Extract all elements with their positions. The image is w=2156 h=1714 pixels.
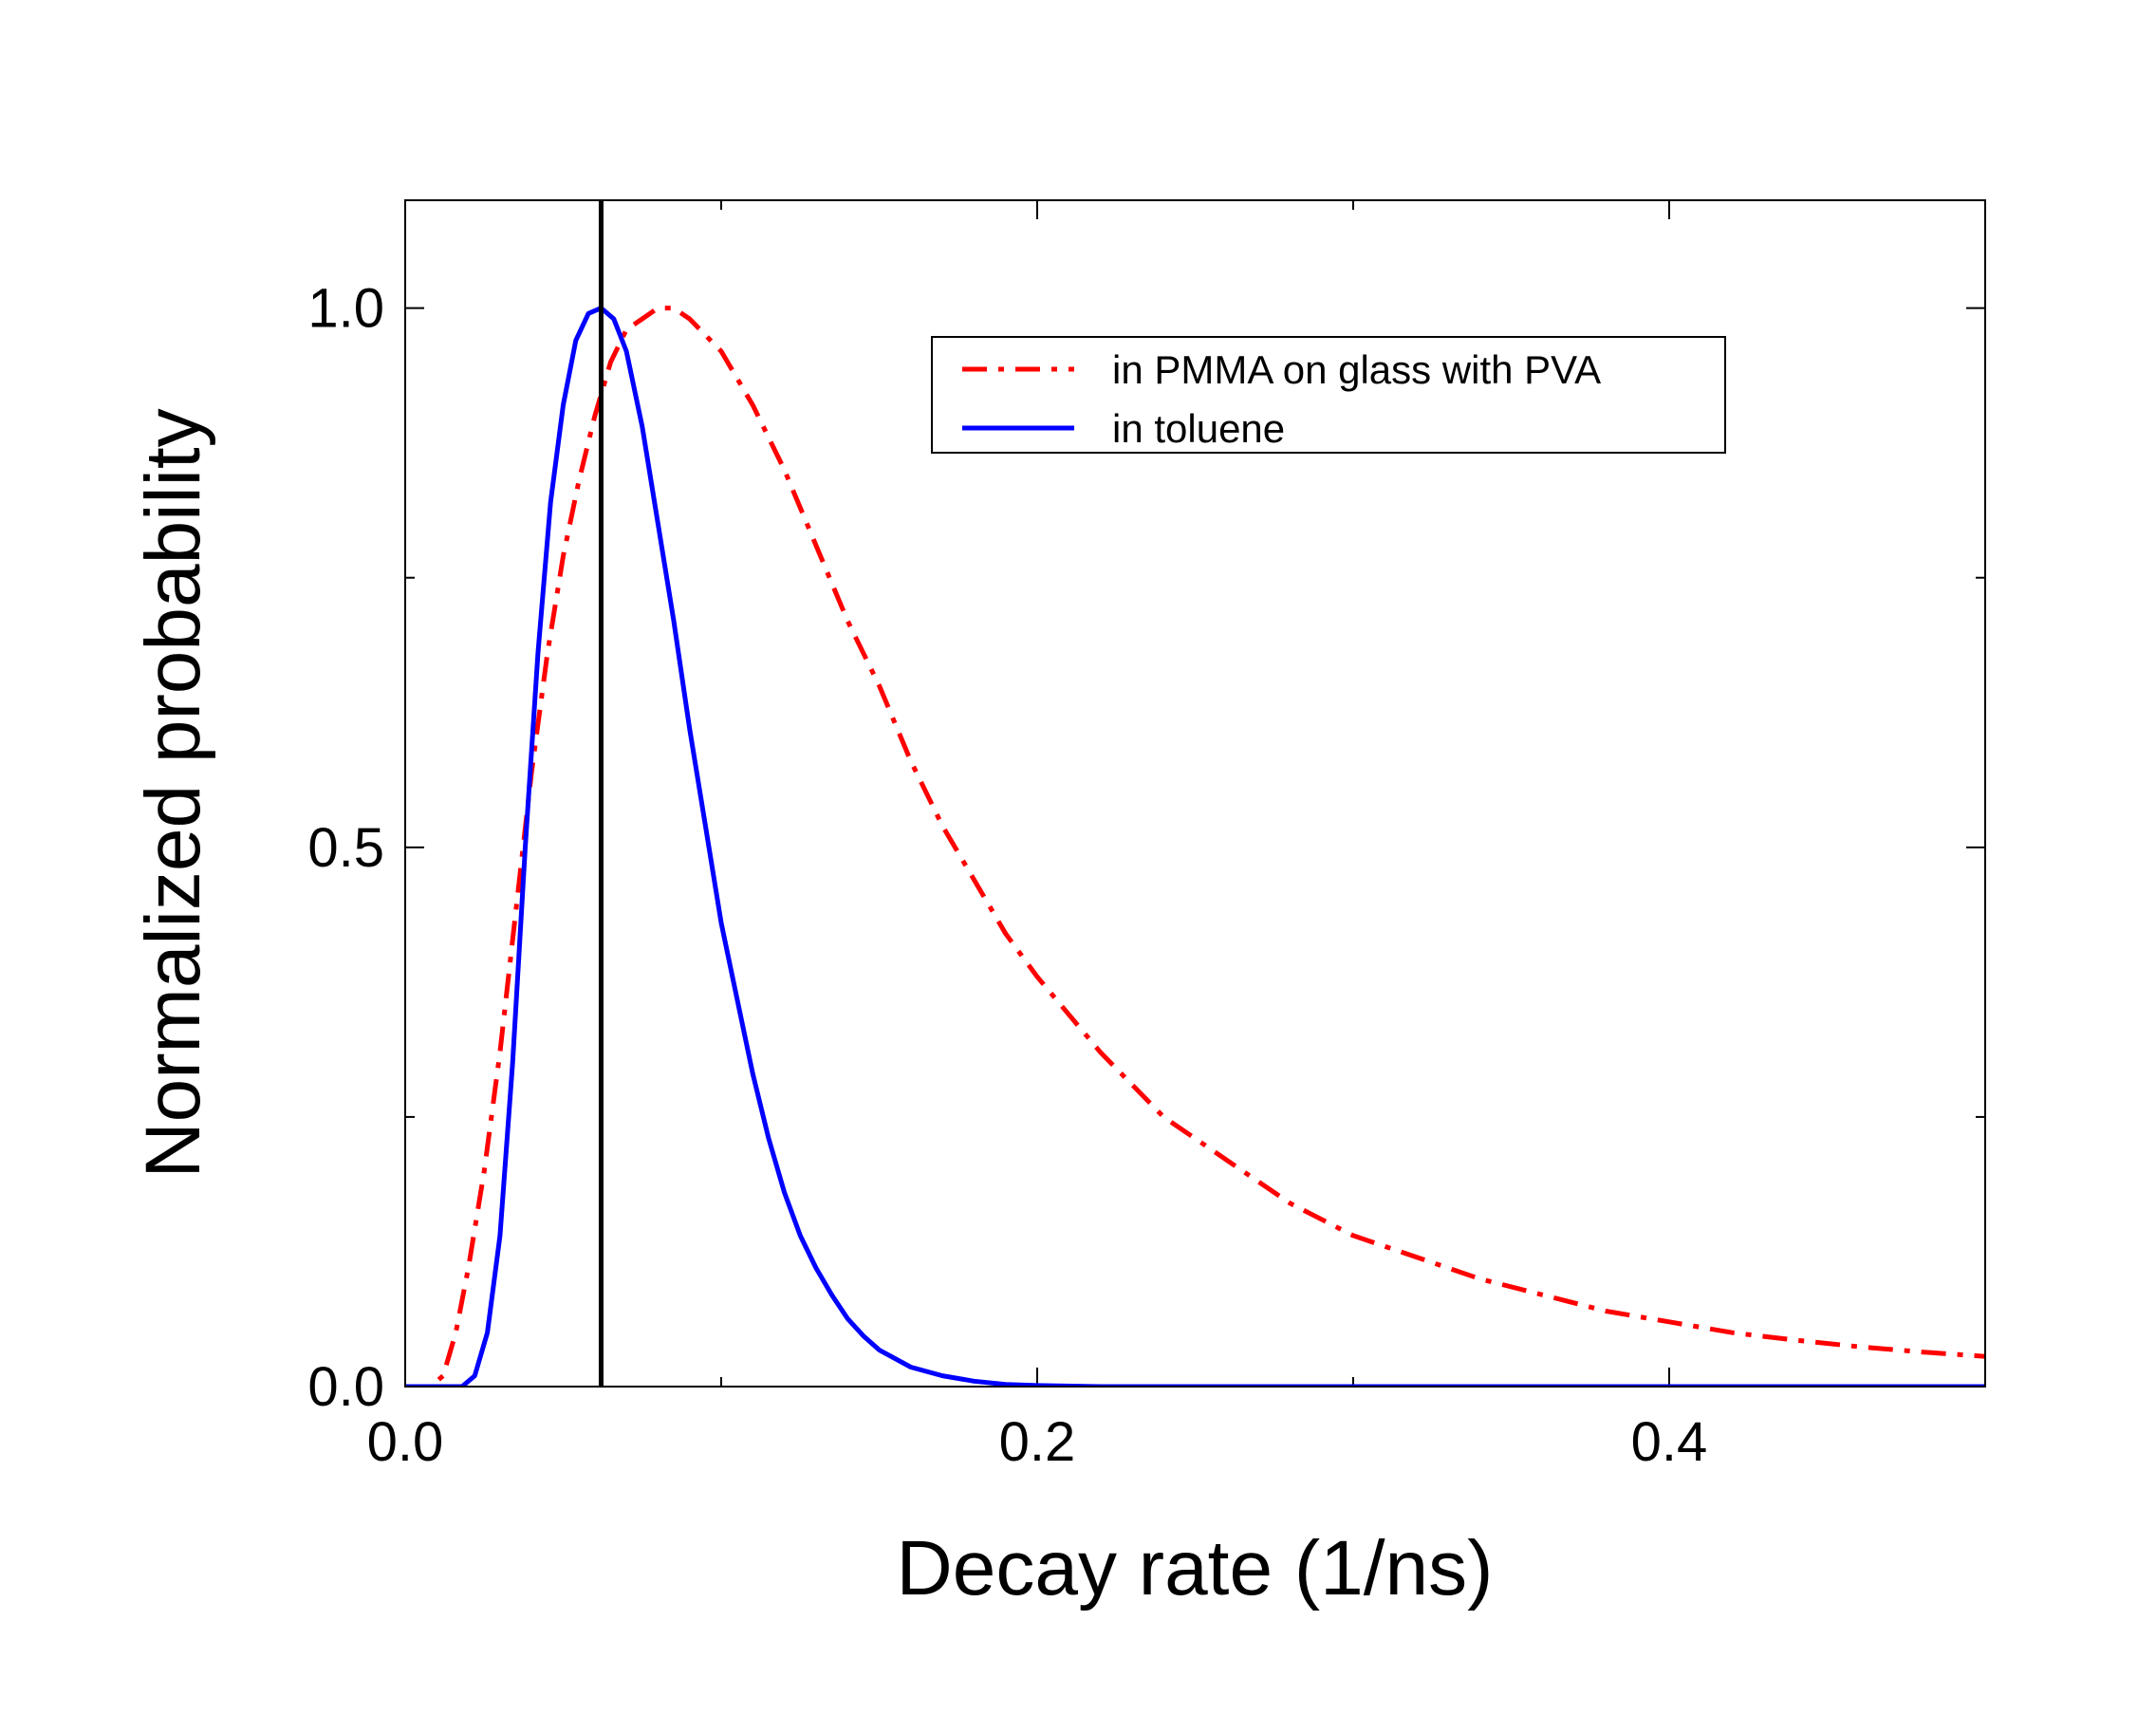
y-axis-title: Normalized probability [130,408,216,1178]
y-tick-label: 1.0 [307,278,384,340]
legend-label-0: in PMMA on glass with PVA [1112,347,1601,392]
series-line-1 [405,306,1985,1387]
y-tick-label: 0.5 [307,817,384,879]
series-layer [405,200,1985,1387]
x-tick-label: 0.0 [367,1411,444,1473]
legend-box [931,336,1726,454]
legend-label-1: in toluene [1112,406,1285,451]
series-line-0 [405,306,1985,1387]
x-axis-title: Decay rate (1/ns) [897,1525,1494,1612]
x-tick-label: 0.2 [999,1411,1076,1473]
y-tick-label: 0.0 [307,1356,384,1418]
plot-frame [404,199,1986,1388]
legend: in PMMA on glass with PVA in toluene [931,336,1726,454]
tick-labels: 0.0 0.2 0.4 0.0 0.5 1.0 [307,278,1707,1473]
x-tick-label: 0.4 [1631,1411,1708,1473]
